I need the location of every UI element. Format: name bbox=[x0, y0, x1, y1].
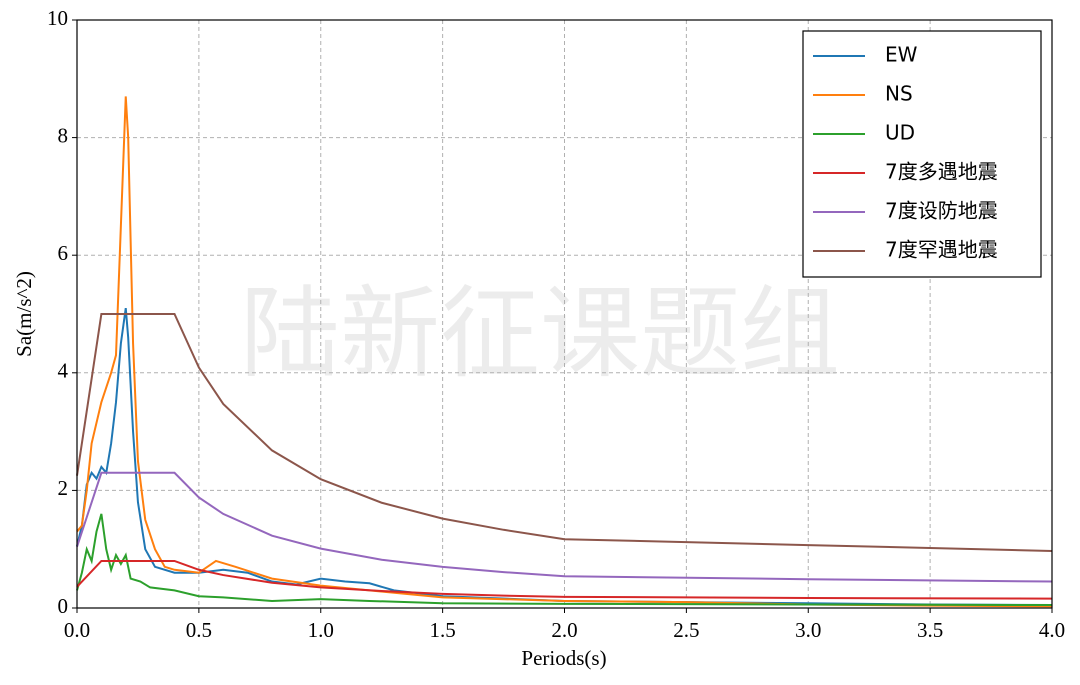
series-line bbox=[76, 307, 1053, 607]
x-tick-label: 4.0 bbox=[1039, 618, 1065, 642]
legend-label: 7度多遇地震 bbox=[885, 160, 998, 184]
legend: EW NS UD 7度多遇地震 7度设防地震 7度罕遇地震 bbox=[802, 30, 1042, 278]
legend-label: NS bbox=[885, 82, 913, 106]
series-line bbox=[76, 471, 1053, 583]
y-tick-label: 2 bbox=[58, 476, 69, 500]
series-line bbox=[76, 559, 1053, 600]
y-tick-label: 0 bbox=[58, 594, 69, 618]
x-tick-label: 3.5 bbox=[917, 618, 943, 642]
y-tick-label: 4 bbox=[58, 359, 69, 383]
legend-label: UD bbox=[885, 121, 915, 145]
y-tick-label: 6 bbox=[58, 241, 69, 265]
x-tick-label: 2.0 bbox=[551, 618, 577, 642]
y-axis-label: Sa(m/s^2) bbox=[12, 271, 36, 357]
watermark: 陆新征课题组 bbox=[240, 279, 840, 390]
y-tick-label: 10 bbox=[47, 6, 68, 30]
plot-frame bbox=[76, 19, 1053, 609]
legend-label: 7度罕遇地震 bbox=[885, 238, 998, 262]
x-tick-label: 0.0 bbox=[64, 618, 90, 642]
y-tick-label: 8 bbox=[58, 123, 69, 147]
x-tick-label: 2.5 bbox=[673, 618, 699, 642]
series-line bbox=[76, 96, 1053, 608]
x-tick-label: 3.0 bbox=[795, 618, 821, 642]
legend-label: EW bbox=[885, 43, 918, 67]
series-line bbox=[76, 313, 1053, 552]
x-tick-label: 1.5 bbox=[430, 618, 456, 642]
legend-label: 7度设防地震 bbox=[885, 199, 998, 223]
x-tick-label: 1.0 bbox=[308, 618, 334, 642]
legend-box bbox=[802, 30, 1042, 278]
x-tick-label: 0.5 bbox=[186, 618, 212, 642]
x-axis-label: Periods(s) bbox=[521, 646, 606, 670]
series-line bbox=[76, 513, 1053, 607]
